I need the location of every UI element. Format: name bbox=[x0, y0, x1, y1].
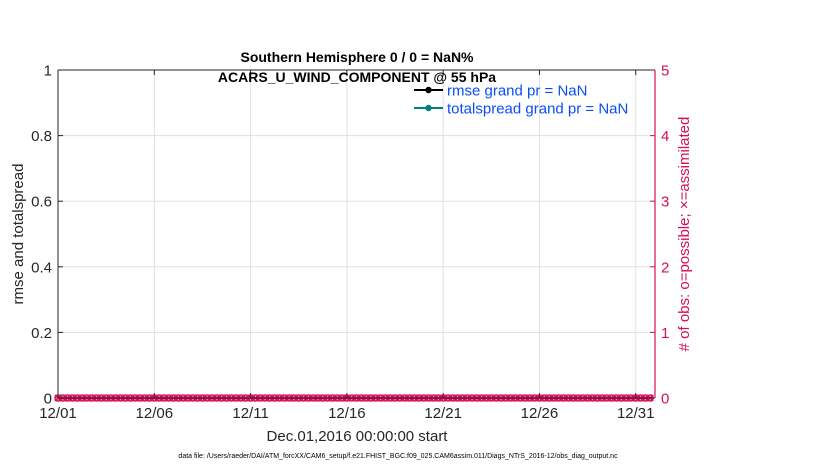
legend-marker-rmse bbox=[425, 86, 432, 94]
y-tick-label-right: 3 bbox=[661, 194, 669, 211]
x-tick-label: 12/31 bbox=[617, 405, 655, 422]
legend-marker-totalspread bbox=[425, 104, 432, 112]
y-tick-label-left: 0.2 bbox=[31, 325, 52, 342]
legend-label-rmse: rmse grand pr = NaN bbox=[447, 83, 587, 100]
legend-label-totalspread: totalspread grand pr = NaN bbox=[447, 101, 628, 118]
y-tick-label-left: 0 bbox=[44, 391, 52, 408]
x-tick-label: 12/21 bbox=[424, 405, 462, 422]
y-tick-label-left: 1 bbox=[44, 63, 52, 80]
y-tick-label-right: 2 bbox=[661, 259, 669, 276]
x-tick-label: 12/11 bbox=[232, 405, 268, 422]
data-file-footer: data file: /Users/raeder/DAI/ATM_forcXX/… bbox=[178, 453, 618, 460]
y-tick-label-left: 0.8 bbox=[31, 128, 52, 145]
x-tick-label: 12/06 bbox=[136, 405, 174, 422]
y-tick-label-right: 4 bbox=[661, 128, 669, 145]
y-tick-label-left: 0.6 bbox=[31, 194, 52, 211]
y-axis-label-right: # of obs: o=possible; ×=assimilated bbox=[676, 117, 693, 352]
y-tick-label-right: 5 bbox=[661, 63, 669, 80]
chart-title-line-2: ACARS_U_WIND_COMPONENT @ 55 hPa bbox=[218, 69, 496, 85]
legend: rmse grand pr = NaN totalspread grand pr… bbox=[414, 83, 628, 118]
x-tick-label: 12/26 bbox=[521, 405, 559, 422]
y-tick-label-right: 1 bbox=[661, 325, 669, 342]
x-tick-label: 12/01 bbox=[39, 405, 77, 422]
y-axis-label-left: rmse and totalspread bbox=[10, 164, 27, 305]
y-tick-label-left: 0.4 bbox=[31, 259, 52, 276]
axes: 12/01 12/06 12/11 12/16 12/21 12/26 12/31 0 0.2 0… bbox=[31, 63, 669, 423]
y-tick-label-right: 0 bbox=[661, 391, 669, 408]
grid-lines bbox=[58, 70, 655, 398]
chart-title-line-1: Southern Hemisphere 0 / 0 = NaN% bbox=[240, 49, 474, 65]
x-tick-label: 12/16 bbox=[328, 405, 366, 422]
x-axis-label: Dec.01,2016 00:00:00 start bbox=[267, 428, 449, 445]
